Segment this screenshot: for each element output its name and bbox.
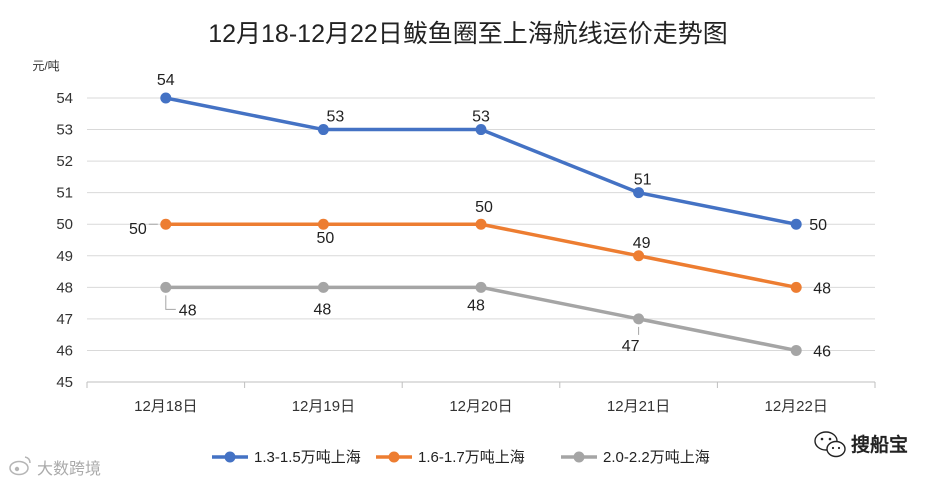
series-group: 54 53 53 51 50 50 50 50 49 48 48 48 48 47 46 <box>129 72 831 360</box>
data-point <box>790 281 802 293</box>
data-point <box>790 344 802 356</box>
x-tick-label: 12月20日 <box>449 398 512 415</box>
y-tick-label: 51 <box>56 185 73 202</box>
data-point <box>633 313 645 325</box>
data-point <box>633 187 645 199</box>
y-axis-unit: 元/吨 <box>32 59 59 73</box>
data-label: 50 <box>129 221 147 238</box>
chart-title: 12月18-12月22日鲅鱼圈至上海航线运价走势图 <box>208 20 728 48</box>
data-label: 54 <box>157 72 175 89</box>
legend-marker <box>573 451 585 463</box>
x-axis: 12月18日 12月19日 12月20日 12月21日 12月22日 <box>86 381 876 415</box>
data-point <box>160 281 172 293</box>
brand: 搜船宝 <box>814 431 908 458</box>
leader-lines <box>148 223 640 335</box>
data-point <box>317 218 329 230</box>
x-tick-label: 12月21日 <box>607 398 670 415</box>
legend-item-3: 2.0-2.2万吨上海 <box>561 449 710 466</box>
series-1: 54 53 53 51 50 <box>157 72 827 234</box>
legend-marker <box>224 451 236 463</box>
series-3: 48 48 48 47 46 <box>160 281 831 360</box>
data-label: 50 <box>809 217 827 234</box>
y-tick-label: 45 <box>56 374 73 391</box>
y-tick-label: 53 <box>56 122 73 139</box>
data-label: 46 <box>813 343 831 360</box>
leader-line <box>165 295 176 310</box>
legend-label: 1.3-1.5万吨上海 <box>254 449 361 466</box>
legend-item-1: 1.3-1.5万吨上海 <box>212 449 361 466</box>
data-label: 50 <box>475 199 493 216</box>
data-point <box>475 124 487 136</box>
data-point <box>475 281 487 293</box>
legend-marker <box>388 451 400 463</box>
data-label: 50 <box>317 230 335 247</box>
data-label: 48 <box>179 302 197 319</box>
x-tick-label: 12月22日 <box>765 398 828 415</box>
weibo-icon <box>9 456 31 476</box>
data-label: 47 <box>622 338 640 355</box>
x-tick-label: 12月19日 <box>292 398 355 415</box>
data-label: 53 <box>327 109 345 126</box>
series-2: 50 50 50 49 48 <box>129 199 831 297</box>
wechat-icon <box>814 431 846 458</box>
data-label: 51 <box>634 172 652 189</box>
y-tick-label: 48 <box>56 279 73 296</box>
brand-text: 搜船宝 <box>851 433 908 456</box>
data-label: 48 <box>314 301 332 318</box>
y-tick-label: 46 <box>56 342 73 359</box>
data-label: 48 <box>813 280 831 297</box>
data-point <box>317 281 329 293</box>
watermark-text: 大数跨境 <box>37 459 101 478</box>
y-tick-label: 47 <box>56 311 73 328</box>
data-point <box>633 250 645 262</box>
data-point <box>475 218 487 230</box>
y-tick-labels: 45 46 47 48 49 50 51 52 53 54 <box>56 90 73 391</box>
legend-item-2: 1.6-1.7万吨上海 <box>376 449 525 466</box>
watermark: 大数跨境 <box>9 456 101 478</box>
y-tick-label: 49 <box>56 248 73 265</box>
x-tick-label: 12月18日 <box>134 398 197 415</box>
y-tick-label: 52 <box>56 153 73 170</box>
data-point <box>790 218 802 230</box>
legend-label: 1.6-1.7万吨上海 <box>418 449 525 466</box>
data-point <box>160 218 172 230</box>
y-tick-label: 54 <box>56 90 73 107</box>
legend: 1.3-1.5万吨上海 1.6-1.7万吨上海 2.0-2.2万吨上海 <box>212 449 710 466</box>
data-point <box>160 92 172 104</box>
data-label: 53 <box>472 109 490 126</box>
data-label: 49 <box>633 235 651 252</box>
data-label: 48 <box>467 297 485 314</box>
y-tick-label: 50 <box>56 216 73 233</box>
legend-label: 2.0-2.2万吨上海 <box>603 449 710 466</box>
data-point <box>317 124 329 136</box>
